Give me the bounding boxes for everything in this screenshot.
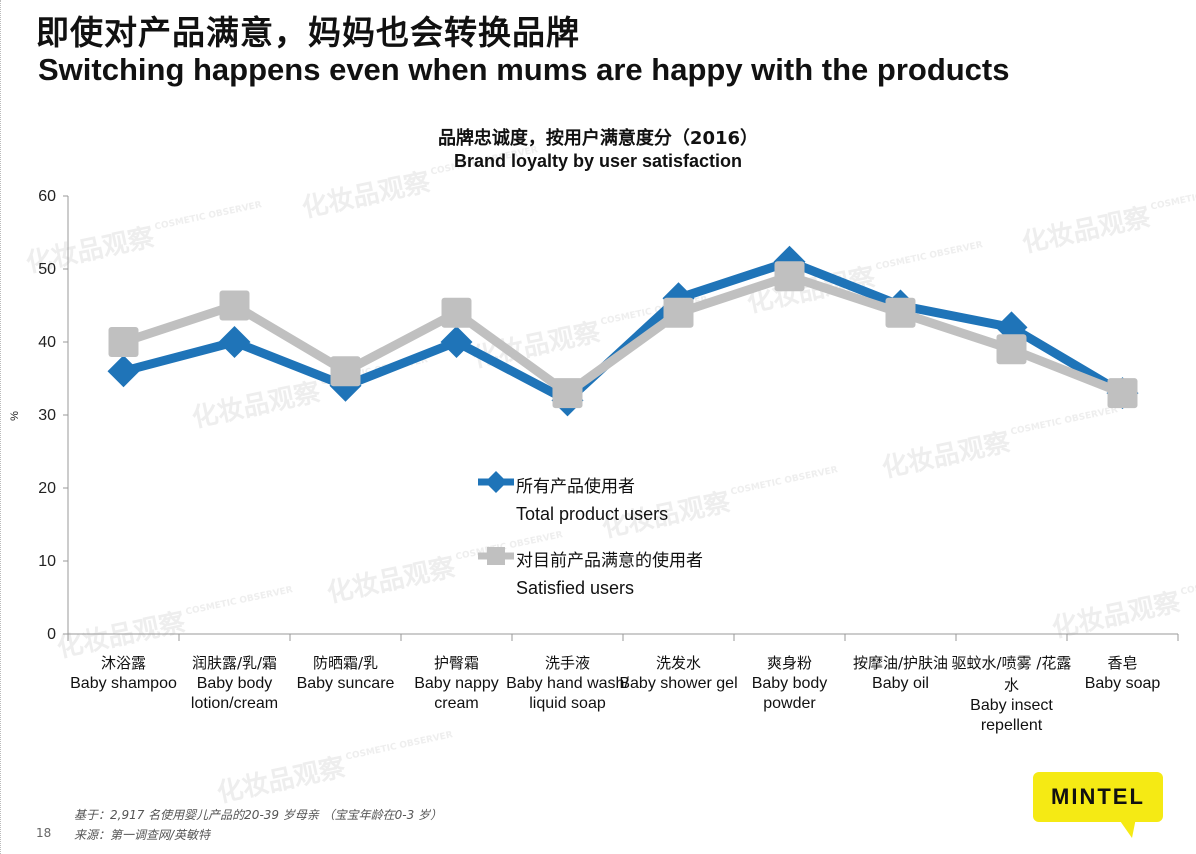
x-category-label-cn: 护臀霜 — [433, 654, 479, 672]
slide-title-chinese: 即使对产品满意，妈妈也会转换品牌 — [36, 13, 580, 52]
legend-label-satisfied-cn: 对目前产品满意的使用者 — [516, 551, 703, 571]
x-category-label: 洗发水 Baby shower gel — [617, 652, 741, 694]
legend-label-satisfied-en: Satisfied users — [516, 578, 635, 598]
x-category-label: 防晒霜/乳 Baby suncare — [284, 652, 408, 694]
footnote-base: 基于：2,917 名使用婴儿产品的20-39 岁母亲 （宝宝年龄在0-3 岁） — [74, 808, 443, 822]
x-category-label-en: Baby insect repellent — [970, 697, 1053, 734]
data-point-satisfied — [108, 327, 139, 357]
x-category-label-cn: 沐浴露 — [100, 654, 146, 672]
y-tick-label: 50 — [38, 261, 56, 278]
data-point-total — [218, 326, 251, 358]
y-tick-label: 20 — [38, 480, 56, 497]
y-tick-label: 30 — [38, 407, 56, 424]
x-category-label-cn: 润肤露/乳/霜 — [191, 654, 278, 672]
data-point-satisfied — [996, 334, 1027, 365]
x-category-label: 护臀霜 Baby nappy cream — [395, 652, 519, 713]
legend-marker-total — [485, 471, 507, 493]
y-axis-unit-label: % — [9, 411, 21, 421]
x-category-label-cn: 驱蚊水/喷雾 /花露水 — [951, 654, 1072, 694]
y-tick-label: 0 — [47, 626, 56, 643]
logo-speech-tail — [1118, 818, 1136, 838]
x-category-label-cn: 洗手液 — [544, 654, 590, 672]
data-point-satisfied — [774, 261, 805, 292]
x-category-label-cn: 香皂 — [1107, 654, 1138, 672]
x-category-label-en: Baby shampoo — [70, 675, 177, 692]
legend-marker-satisfied — [487, 547, 505, 565]
data-point-total — [107, 355, 140, 388]
page-number: 18 — [36, 826, 52, 840]
x-category-label-cn: 洗发水 — [655, 654, 701, 672]
data-point-satisfied — [885, 297, 916, 328]
x-category-label-cn: 按摩油/护肤油 — [852, 654, 949, 672]
legend-label-total-en: Total product users — [516, 504, 669, 524]
x-category-label-cn: 防晒霜/乳 — [312, 654, 379, 672]
data-point-satisfied — [441, 297, 472, 328]
data-point-satisfied — [552, 378, 583, 409]
x-category-label: 香皂 Baby soap — [1061, 652, 1185, 694]
x-category-label-en: Baby body lotion/cream — [190, 675, 279, 712]
series-line — [122, 271, 1125, 398]
data-point-satisfied — [330, 356, 361, 387]
y-tick-label: 10 — [38, 553, 56, 570]
x-category-label-en: Baby soap — [1084, 675, 1161, 692]
data-point-satisfied — [219, 290, 250, 321]
slide-left-border — [0, 0, 2, 854]
x-category-label-en: Baby body powder — [751, 675, 828, 712]
y-tick-label: 60 — [38, 188, 56, 205]
x-category-label: 润肤露/乳/霜 Baby body lotion/cream — [173, 652, 297, 713]
data-point-total — [440, 326, 473, 358]
legend-entry-total: 所有产品使用者 Total product users — [516, 474, 668, 528]
legend-entry-satisfied: 对目前产品满意的使用者 Satisfied users — [516, 548, 703, 602]
x-category-label: 沐浴露 Baby shampoo — [62, 652, 186, 694]
x-category-label-en: Baby oil — [872, 675, 929, 692]
x-category-label: 驱蚊水/喷雾 /花露水 Baby insect repellent — [950, 652, 1074, 735]
x-category-label-en: Baby shower gel — [619, 675, 738, 692]
data-point-satisfied — [1107, 378, 1138, 409]
x-category-label-en: Baby suncare — [296, 675, 395, 692]
x-category-label: 按摩油/护肤油 Baby oil — [839, 652, 963, 694]
x-category-label-en: Baby hand wash/ liquid soap — [506, 675, 629, 712]
data-point-satisfied — [663, 297, 694, 328]
footnote-source: 来源：第一调查网/英敏特 — [74, 828, 211, 842]
slide-title-english: Switching happens even when mums are hap… — [38, 52, 1010, 87]
x-category-label-cn: 爽身粉 — [766, 654, 812, 672]
x-category-label: 洗手液 Baby hand wash/ liquid soap — [506, 652, 630, 713]
logo-text: MINTEL — [1051, 784, 1145, 809]
y-tick-label: 40 — [38, 334, 56, 351]
mintel-logo: MINTEL — [1033, 772, 1163, 822]
legend-label-total-cn: 所有产品使用者 — [516, 477, 635, 497]
chart-title-chinese: 品牌忠诚度，按用户满意度分（2016） — [437, 128, 759, 149]
chart-title-english: Brand loyalty by user satisfaction — [453, 151, 743, 171]
x-category-label-en: Baby nappy cream — [414, 675, 499, 712]
x-category-label: 爽身粉 Baby body powder — [728, 652, 852, 713]
